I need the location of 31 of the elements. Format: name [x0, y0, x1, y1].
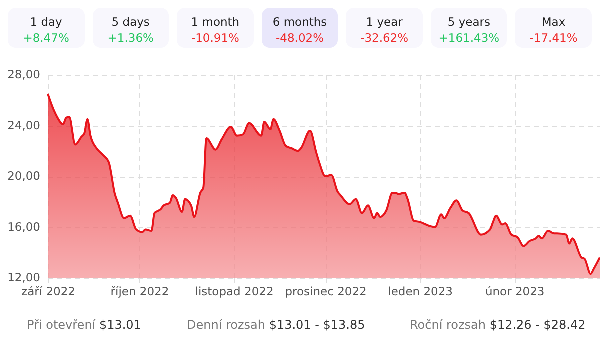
text: 1 year	[365, 14, 404, 30]
text: +161.43%	[438, 30, 501, 46]
x-tick-label: září 2022	[22, 284, 76, 298]
text: 5 days	[110, 14, 151, 30]
x-tick-label: říjen 2022	[110, 284, 170, 298]
text: -32.62%	[360, 30, 410, 46]
x-tick-label: leden 2023	[388, 284, 453, 298]
text: +8.47%	[22, 30, 70, 46]
text: $13.01	[99, 318, 142, 332]
text: 5 years	[446, 14, 492, 30]
text: 6 months	[272, 14, 328, 30]
text: 1 day	[29, 14, 64, 30]
text: 1 month	[190, 14, 241, 30]
text: -48.02%	[275, 30, 326, 46]
text: $13.01 - $13.85	[269, 318, 366, 332]
text: Roční rozsah	[410, 318, 486, 332]
y-tick-label: 20,00	[8, 169, 40, 183]
text: $12.26 - $28.42	[490, 318, 586, 332]
y-tick-label: 12,00	[8, 270, 40, 284]
x-tick-label: únor 2023	[485, 284, 545, 298]
text: -17.41%	[528, 30, 579, 46]
text: Při otevření	[27, 318, 96, 332]
y-tick-label: 24,00	[8, 118, 40, 132]
x-tick-label: listopad 2022	[195, 284, 274, 298]
text: +1.36%	[106, 30, 155, 46]
y-tick-label: 16,00	[8, 220, 40, 234]
text: -10.91%	[190, 30, 240, 46]
text: Max	[540, 14, 567, 30]
y-tick-label: 28,00	[8, 68, 40, 82]
text: Denní rozsah	[187, 318, 266, 332]
x-tick-label: prosinec 2022	[285, 284, 367, 298]
